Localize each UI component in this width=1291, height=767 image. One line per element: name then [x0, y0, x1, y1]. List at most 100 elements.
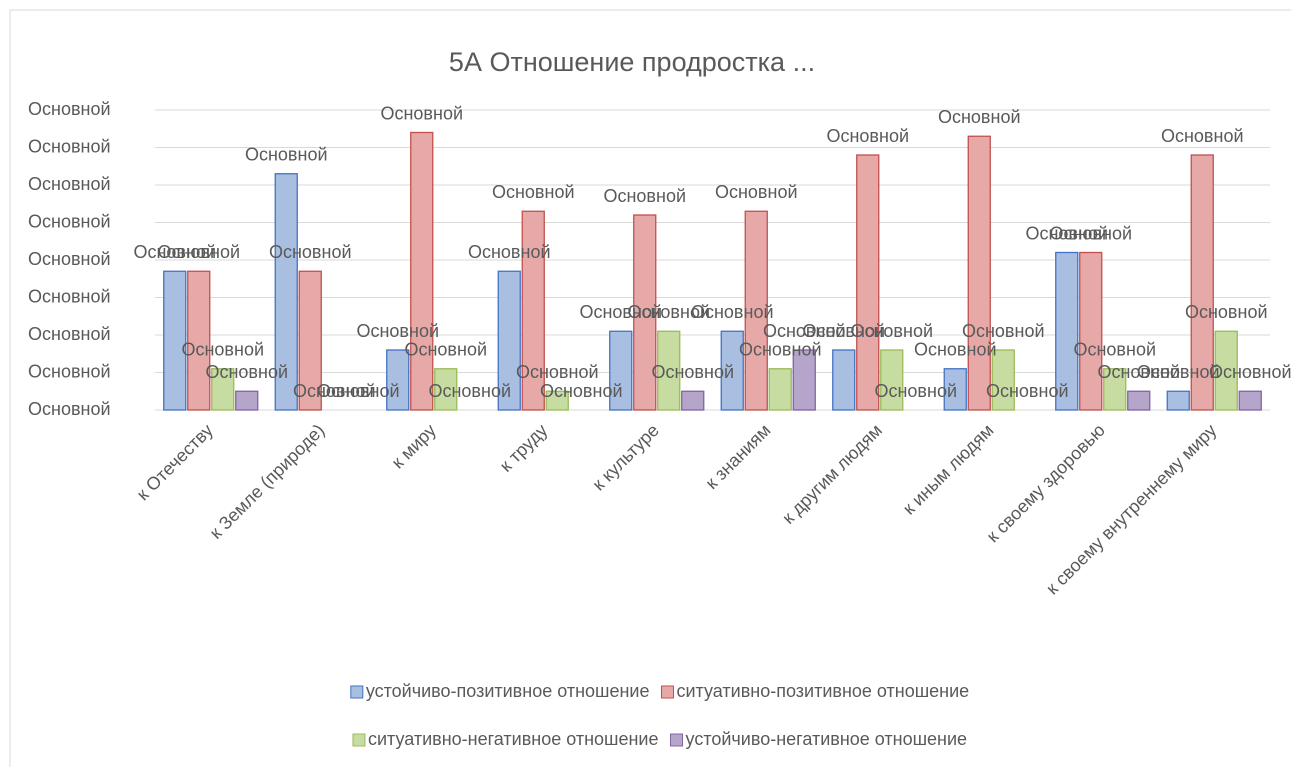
data-label: Основной: [516, 362, 599, 382]
x-tick-label: к другим людям: [778, 420, 886, 528]
data-label: Основной: [826, 126, 909, 146]
data-label: Основной: [651, 362, 734, 382]
x-tick-label: к Отечеству: [133, 420, 217, 504]
bar: [274, 173, 298, 411]
data-label: Основной: [181, 340, 264, 360]
legend-swatch: [350, 685, 364, 699]
bar: [545, 390, 569, 411]
bar: [609, 330, 633, 411]
data-label: Основной: [1049, 223, 1132, 243]
data-label: Основной: [962, 321, 1045, 341]
bar: [521, 210, 545, 411]
legend-swatch: [670, 733, 684, 747]
bar: [1190, 154, 1214, 411]
data-label: Основной: [1073, 340, 1156, 360]
bar: [681, 390, 705, 411]
legend-label: ситуативно-негативное отношение: [368, 729, 659, 749]
bar: [792, 349, 816, 411]
data-label: Основной: [986, 381, 1069, 401]
legend-label: устойчиво-позитивное отношение: [366, 681, 650, 701]
y-tick-label: Основной: [28, 399, 111, 419]
data-label: Основной: [468, 242, 551, 262]
data-label: Основной: [317, 381, 400, 401]
bar: [434, 368, 458, 411]
bar: [744, 210, 768, 411]
data-label: Основной: [691, 302, 774, 322]
bar: [163, 270, 187, 411]
bar: [235, 390, 259, 411]
bar: [880, 349, 904, 411]
data-label: Основной: [205, 362, 288, 382]
data-label: Основной: [380, 103, 463, 123]
data-label: Основной: [157, 242, 240, 262]
x-tick-label: к культуре: [588, 420, 662, 494]
data-label: Основной: [245, 145, 328, 165]
bar: [856, 154, 880, 411]
y-tick-label: Основной: [28, 324, 111, 344]
chart-title: 5А Отношение продростка ...: [449, 47, 815, 77]
data-label: Основной: [492, 182, 575, 202]
bar: [1214, 330, 1238, 411]
x-tick-label: к миру: [388, 420, 440, 472]
data-label: Основной: [133, 242, 216, 262]
data-label: Основной: [1097, 362, 1180, 382]
data-label: Основной: [914, 340, 997, 360]
bar: [298, 270, 322, 411]
bar: [720, 330, 744, 411]
bar: [1166, 390, 1190, 411]
data-label: Основной: [579, 302, 662, 322]
legend-label: устойчиво-негативное отношение: [686, 729, 968, 749]
x-tick-label: к своему здоровью: [983, 420, 1109, 546]
data-label: Основной: [1161, 126, 1244, 146]
y-tick-label: Основной: [28, 249, 111, 269]
data-label: Основной: [802, 321, 885, 341]
y-tick-label: Основной: [28, 361, 111, 381]
data-label: Основной: [763, 321, 846, 341]
bar: [410, 131, 434, 411]
y-tick-label: Основной: [28, 286, 111, 306]
legend-swatch: [352, 733, 366, 747]
bar: [211, 368, 235, 411]
data-label: Основной: [1185, 302, 1268, 322]
data-label: Основной: [293, 381, 376, 401]
bar: [497, 270, 521, 411]
data-label: Основной: [269, 242, 352, 262]
bar: [386, 349, 410, 411]
data-label: Основной: [874, 381, 957, 401]
data-label: Основной: [603, 186, 686, 206]
x-tick-label: к иным людям: [899, 420, 998, 519]
data-label: Основной: [627, 302, 710, 322]
data-label: Основной: [540, 381, 623, 401]
legend-swatch: [660, 685, 674, 699]
legend-row: устойчиво-позитивное отношение ситуативно…: [350, 681, 969, 701]
bar: [967, 135, 991, 411]
x-tick-label: к Земле (природе): [206, 420, 329, 543]
data-label: Основной: [938, 107, 1021, 127]
bar: [991, 349, 1015, 411]
data-label: Основной: [739, 340, 822, 360]
bar: [943, 368, 967, 411]
bar: [832, 349, 856, 411]
data-label: Основной: [356, 321, 439, 341]
bar: [768, 368, 792, 411]
x-tick-label: к труду: [496, 420, 552, 476]
data-label: Основной: [1137, 362, 1220, 382]
bar: [657, 330, 681, 411]
bar: [1103, 368, 1127, 411]
bar: [1055, 251, 1079, 411]
data-label: Основной: [1209, 362, 1291, 382]
y-tick-label: Основной: [28, 211, 111, 231]
data-label: Основной: [1025, 223, 1108, 243]
bar: [1079, 251, 1103, 411]
data-label: Основной: [404, 340, 487, 360]
chart-border: [9, 9, 1291, 767]
data-label: Основной: [715, 182, 798, 202]
y-tick-label: Основной: [28, 99, 111, 119]
legend-label: ситуативно-позитивное отношение: [676, 681, 969, 701]
bar: [633, 214, 657, 411]
bar: [187, 270, 211, 411]
x-tick-label: к знаниям: [701, 420, 774, 493]
data-label: Основной: [428, 381, 511, 401]
legend-row: ситуативно-негативное отношение устойчиво…: [352, 729, 968, 749]
